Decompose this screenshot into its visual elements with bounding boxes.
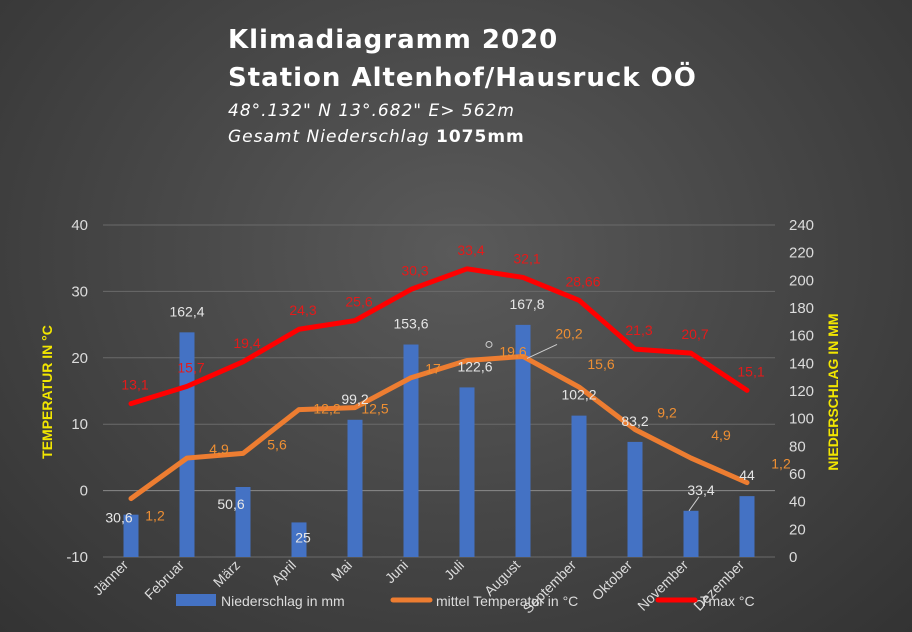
precip-data-label: 162,4 <box>169 303 204 319</box>
y2-tick-label: 220 <box>789 245 814 262</box>
tmax-data-label: 32,1 <box>513 250 540 266</box>
y2-tick-label: 40 <box>789 494 806 511</box>
tmax-data-label: 30,3 <box>401 262 428 278</box>
mean-temp-data-label: 20,2 <box>555 325 582 341</box>
mean-temp-data-label: 4,9 <box>209 441 229 457</box>
legend-swatch-precipitation <box>176 594 216 606</box>
precip-bar <box>235 487 251 557</box>
mean-temp-data-label: 15,6 <box>587 356 614 372</box>
y2-tick-label: 60 <box>789 466 806 483</box>
tmax-data-label: 15,1 <box>737 363 764 379</box>
legend-label-mean-temp: mittel Temperatur in °C <box>436 593 578 609</box>
x-tick-label: Oktober <box>589 557 636 604</box>
y-axis-title: TEMPERATUR IN °C <box>39 325 55 459</box>
y2-tick-label: 180 <box>789 300 814 317</box>
precip-bar <box>627 441 643 557</box>
precip-bar <box>571 415 587 557</box>
tmax-data-label: 33,4 <box>457 242 484 258</box>
tmax-data-label: 15,7 <box>177 359 204 375</box>
x-tick-label: Mai <box>328 557 355 584</box>
data-labels: 30,6 162,4 50,6 25 99,2 153,6 122,6 167,8 102,2 8… <box>105 242 791 546</box>
mean-temp-data-label: 12,5 <box>361 401 388 417</box>
y2-tick-label: 200 <box>789 272 814 289</box>
mean-temp-data-label: 4,9 <box>711 427 731 443</box>
precip-data-label: 99,2 <box>341 391 368 407</box>
y2-tick-label: 160 <box>789 328 814 345</box>
chart-title: Klimadiagramm 2020 <box>228 25 558 55</box>
x-tick-label: Juni <box>382 557 411 586</box>
chart-subtitle-station: Station Altenhof/Hausruck OÖ <box>228 60 697 93</box>
mean-temp-data-label: 1,2 <box>771 456 791 472</box>
precip-bar <box>515 324 531 557</box>
y-tick-label: 0 <box>80 483 88 500</box>
y2-tick-label: 80 <box>789 438 806 455</box>
y2-tick-label: 240 <box>789 217 814 234</box>
legend: Niederschlag in mm mittel Temperatur in °… <box>176 593 755 609</box>
precip-total-value: 1075mm <box>436 127 525 147</box>
precip-data-label: 33,4 <box>687 482 714 498</box>
y2-tick-label: 20 <box>789 521 806 538</box>
y-tick-label: 40 <box>71 217 88 234</box>
x-tick-label: Jänner <box>90 557 132 599</box>
y-tick-label: 30 <box>71 283 88 300</box>
precip-data-label: 122,6 <box>457 358 492 374</box>
temperature-lines <box>128 266 750 502</box>
mean-temperature-line <box>128 353 750 502</box>
y2-tick-label: 140 <box>789 355 814 372</box>
x-tick-label: Juli <box>441 557 467 583</box>
precip-bar <box>403 344 419 557</box>
tmax-data-label: 28,66 <box>565 273 600 289</box>
mean-temp-data-label: 1,2 <box>145 508 165 524</box>
chart-subtitle-precip-total: Gesamt Niederschlag 1075mm <box>228 127 525 147</box>
legend-label-precipitation: Niederschlag in mm <box>221 593 345 609</box>
precip-bar <box>347 419 363 557</box>
mean-temp-data-label: 19,6 <box>499 343 526 359</box>
y-tick-label: 10 <box>71 416 88 433</box>
mean-temp-data-label: 12,2 <box>313 401 340 417</box>
y2-tick-label: 100 <box>789 411 814 428</box>
tmax-line <box>128 266 750 407</box>
y-tick-label: -10 <box>66 549 88 566</box>
precip-total-label: Gesamt Niederschlag <box>228 127 436 147</box>
tmax-data-label: 25,6 <box>345 294 372 310</box>
label-leader-marker <box>485 340 493 348</box>
y2-tick-label: 120 <box>789 383 814 400</box>
chart-subtitle-coordinates: 48°.132" N 13°.682" E> 562m <box>228 101 515 121</box>
precip-data-label: 102,2 <box>561 387 596 403</box>
precip-data-label: 167,8 <box>509 296 544 312</box>
tmax-data-label: 19,4 <box>233 335 260 351</box>
precip-data-label: 50,6 <box>217 496 244 512</box>
x-tick-label: April <box>268 557 299 588</box>
gridlines <box>103 224 775 558</box>
precip-data-label: 30,6 <box>105 510 132 526</box>
precip-data-label: 83,2 <box>621 413 648 429</box>
precip-data-label: 44 <box>739 467 755 483</box>
x-tick-label: November <box>634 557 691 614</box>
y2-tick-label: 0 <box>789 549 797 566</box>
precipitation-bars <box>123 324 755 557</box>
precip-data-label: 153,6 <box>393 316 428 332</box>
precip-bar <box>683 510 699 557</box>
y2-axis-title: NIEDERSCHLAG IN MM <box>825 313 841 470</box>
precip-data-label: 25 <box>295 529 311 545</box>
y-tick-label: 20 <box>71 350 88 367</box>
label-leader-line <box>526 344 558 359</box>
tmax-data-label: 13,1 <box>121 377 148 393</box>
mean-temp-data-label: 17 <box>425 361 441 377</box>
tmax-data-label: 24,3 <box>289 302 316 318</box>
precip-bar <box>123 514 139 557</box>
precip-bar <box>291 522 307 557</box>
tmax-data-label: 21,3 <box>625 322 652 338</box>
x-tick-label: März <box>210 557 243 590</box>
mean-temp-data-label: 5,6 <box>267 436 287 452</box>
mean-temp-data-label: 9,2 <box>657 405 677 421</box>
legend-label-tmax: Tmax °C <box>700 593 755 609</box>
label-leader-line <box>688 496 700 512</box>
precip-bar <box>459 387 475 557</box>
precip-bar <box>739 496 755 557</box>
tmax-data-label: 20,7 <box>681 326 708 342</box>
